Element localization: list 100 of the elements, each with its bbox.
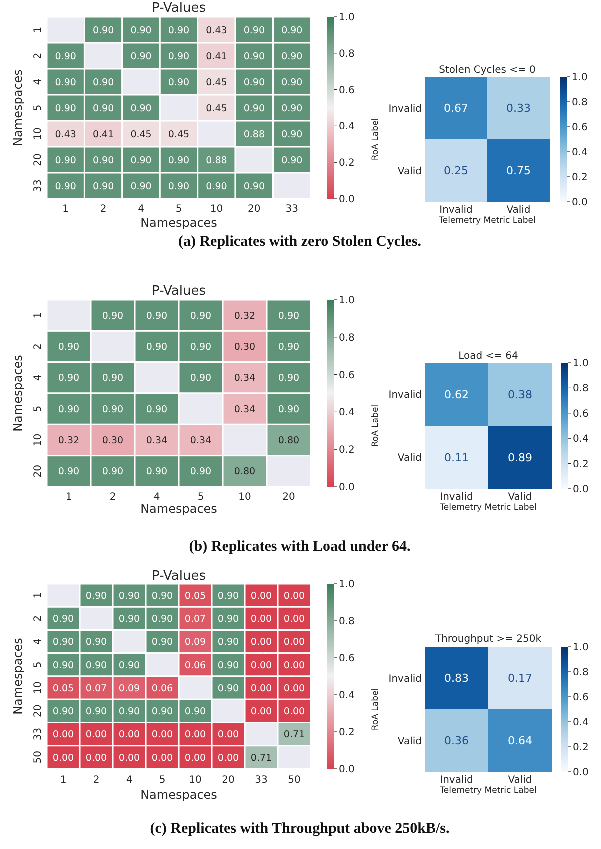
y-tick-label: 2 [33, 616, 44, 622]
data-label: 0.38 [508, 388, 532, 402]
color-bar-label: 0.4 [573, 718, 589, 728]
color-bar-label: 0.8 [339, 48, 355, 60]
data-label: 0.34 [234, 373, 256, 384]
data-label: 0.90 [190, 373, 212, 384]
data-label: 0.71 [284, 730, 306, 741]
data-label: 0.00 [250, 706, 272, 718]
y-axis-title: RoA Label [371, 688, 381, 731]
x-tick-label: Invalid [440, 205, 473, 216]
data-label: 0.05 [52, 683, 74, 694]
data-label: 0.90 [190, 466, 212, 478]
x-tick-label: 20 [282, 492, 296, 503]
y-tick-label: 1 [33, 592, 44, 599]
data-label: 0.43 [55, 129, 76, 140]
chart-title: P-Values [152, 284, 206, 299]
data-label: 0.90 [118, 660, 140, 672]
x-tick-label: 33 [255, 775, 268, 786]
data-label: 0.90 [92, 25, 114, 36]
text: (c) Replicates with Throughput above 250kB/s. [150, 821, 450, 837]
data-label: 0.80 [278, 436, 300, 447]
data-label: 0.90 [55, 181, 76, 192]
data-label: 0.30 [234, 342, 256, 354]
data-label: 0.34 [234, 404, 256, 416]
data-label: 0.45 [168, 129, 190, 140]
y-tick-label: Invalid [388, 390, 422, 401]
color-bar-label: 0.0 [572, 198, 588, 208]
data-label: 0.90 [244, 77, 266, 88]
data-label: 0.32 [58, 436, 80, 447]
data-label: 0.00 [284, 614, 306, 626]
data-label: 0.34 [190, 436, 212, 447]
x-tick-label: 10 [238, 492, 252, 503]
chart-title: Stolen Cycles <= 0 [439, 65, 536, 76]
data-label: 0.83 [444, 672, 469, 686]
data-label: 0.90 [244, 51, 266, 62]
y-tick-label: 4 [33, 78, 44, 86]
data-label: 0.00 [250, 614, 272, 626]
y-tick-label: Invalid [388, 674, 422, 685]
y-tick-label: 20 [33, 465, 44, 478]
data-label: 0.90 [282, 51, 303, 62]
data-label: 0.00 [250, 637, 272, 648]
color-bar-label: 1.0 [339, 12, 355, 24]
data-label: 0.90 [146, 404, 168, 416]
y-tick-label: 10 [33, 128, 44, 140]
data-label: 0.00 [284, 683, 306, 694]
color-bar-label: 1.0 [339, 296, 355, 306]
data-label: 0.90 [130, 103, 152, 114]
y-axis-title: RoA Label [371, 404, 381, 448]
data-label: 0.90 [130, 155, 152, 166]
chart-title: P-Values [152, 1, 206, 16]
x-tick-label: Invalid [440, 492, 474, 503]
x-tick-label: 1 [62, 204, 70, 215]
y-axis-title: Namespaces [11, 638, 25, 715]
x-axis-title: Namespaces [140, 216, 218, 230]
data-label: 0.05 [184, 590, 206, 602]
data-label: 0.67 [444, 102, 468, 116]
y-tick-label: 33 [33, 728, 44, 741]
data-label: 0.90 [118, 706, 140, 718]
color-bar-label: 0.4 [572, 148, 588, 158]
data-label: 0.00 [152, 730, 174, 741]
data-label: 0.00 [250, 683, 272, 694]
y-tick-label: 4 [33, 374, 44, 382]
data-label: 0.90 [58, 466, 80, 478]
y-tick-label: 33 [33, 180, 44, 192]
data-label: 0.90 [52, 614, 74, 626]
y-tick-label: 2 [33, 52, 44, 60]
x-tick-label: Valid [508, 492, 532, 503]
data-label: 0.09 [118, 683, 140, 694]
data-label: 0.33 [506, 102, 531, 116]
y-tick-label: 5 [33, 104, 44, 112]
data-label: 0.06 [184, 660, 206, 672]
data-label: 0.90 [218, 683, 240, 694]
data-label: 0.90 [152, 614, 174, 626]
data-label: 0.90 [130, 25, 152, 36]
data-label: 0.90 [146, 310, 168, 322]
data-label: 0.00 [184, 752, 206, 764]
color-bar-label: 0.0 [573, 484, 589, 496]
color-bar-label: 0.2 [339, 728, 355, 738]
y-tick-label: 5 [33, 662, 44, 668]
data-label: 0.17 [508, 672, 532, 686]
y-axis-title: Namespaces [11, 355, 25, 432]
data-label: 0.90 [218, 637, 240, 648]
color-bar-label: 0.8 [573, 384, 589, 395]
data-label: 0.00 [152, 752, 174, 764]
y-tick-label: 5 [33, 406, 44, 412]
y-tick-label: Valid [398, 166, 422, 178]
x-tick-label: Valid [506, 205, 531, 216]
data-label: 0.90 [92, 155, 114, 166]
data-label: 0.90 [282, 129, 303, 140]
data-label: 0.00 [250, 590, 272, 602]
data-label: 0.64 [508, 734, 532, 748]
color-bar-label: 0.4 [339, 690, 355, 702]
color-bar-label: 0.0 [339, 482, 355, 494]
data-label: 0.90 [58, 404, 80, 416]
y-tick-label: 20 [33, 154, 44, 166]
data-label: 0.90 [184, 706, 206, 718]
data-label: 0.90 [86, 660, 108, 672]
data-label: 0.00 [86, 730, 108, 741]
data-label: 0.90 [58, 342, 80, 354]
data-label: 0.90 [244, 181, 266, 192]
